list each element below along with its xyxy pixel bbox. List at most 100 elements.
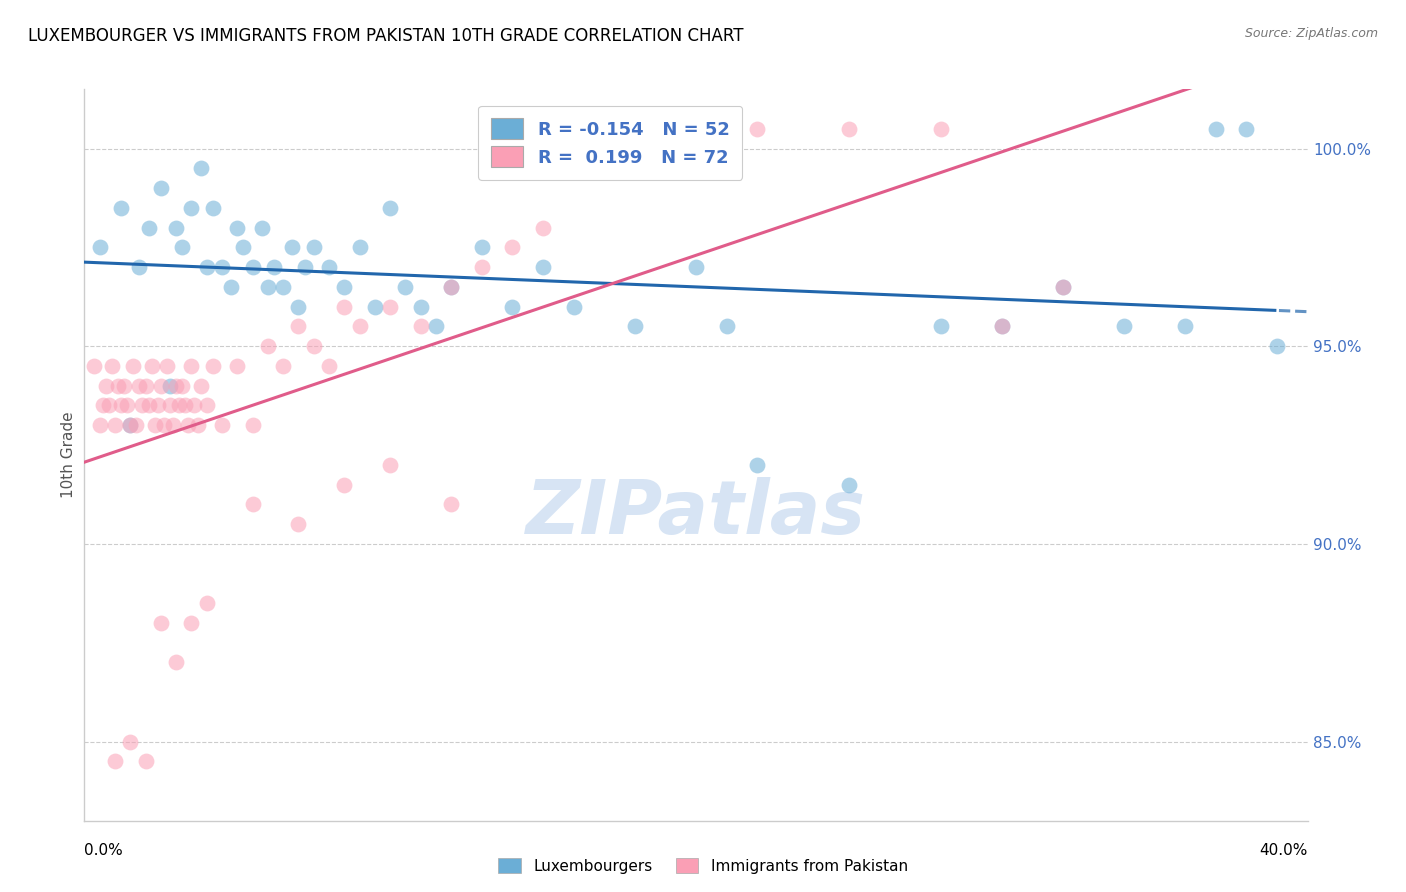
Point — [716, 319, 738, 334]
Point — [471, 240, 494, 254]
Point — [1052, 280, 1074, 294]
Point — [364, 300, 387, 314]
Text: LUXEMBOURGER VS IMMIGRANTS FROM PAKISTAN 10TH GRADE CORRELATION CHART: LUXEMBOURGER VS IMMIGRANTS FROM PAKISTAN… — [28, 27, 744, 45]
Point — [177, 418, 200, 433]
Text: ZIPatlas: ZIPatlas — [526, 477, 866, 550]
Point — [101, 359, 124, 373]
Point — [97, 399, 120, 413]
Point — [287, 517, 309, 532]
Point — [183, 399, 205, 413]
Point — [531, 260, 554, 274]
Point — [131, 399, 153, 413]
Y-axis label: 10th Grade: 10th Grade — [60, 411, 76, 499]
Point — [83, 359, 105, 373]
Legend: R = -0.154   N = 52, R =  0.199   N = 72: R = -0.154 N = 52, R = 0.199 N = 72 — [478, 105, 742, 180]
Point — [440, 280, 463, 294]
Point — [471, 260, 494, 274]
Point — [165, 656, 187, 670]
Point — [112, 378, 135, 392]
Point — [104, 755, 127, 769]
Point — [195, 399, 218, 413]
Point — [107, 378, 129, 392]
Point — [380, 300, 402, 314]
Point — [226, 220, 249, 235]
Point — [125, 418, 148, 433]
Point — [195, 260, 218, 274]
Point — [1114, 319, 1136, 334]
Point — [159, 399, 181, 413]
Point — [394, 280, 416, 294]
Point — [89, 418, 111, 433]
Point — [110, 399, 132, 413]
Point — [333, 280, 356, 294]
Point — [180, 201, 202, 215]
Point — [120, 734, 142, 748]
Point — [172, 240, 194, 254]
Point — [991, 319, 1014, 334]
Point — [143, 418, 166, 433]
Point — [180, 615, 202, 630]
Point — [1236, 121, 1258, 136]
Point — [128, 260, 150, 274]
Point — [593, 161, 616, 176]
Point — [333, 477, 356, 491]
Point — [294, 260, 316, 274]
Point — [120, 418, 142, 433]
Point — [226, 359, 249, 373]
Point — [302, 339, 325, 353]
Point — [318, 260, 340, 274]
Point — [440, 497, 463, 511]
Point — [156, 359, 179, 373]
Point — [747, 121, 769, 136]
Point — [211, 260, 233, 274]
Point — [838, 121, 860, 136]
Point — [104, 418, 127, 433]
Point — [141, 359, 163, 373]
Point — [1265, 339, 1288, 353]
Point — [929, 319, 952, 334]
Point — [1174, 319, 1197, 334]
Point — [302, 240, 325, 254]
Text: 0.0%: 0.0% — [84, 843, 124, 857]
Point — [242, 418, 264, 433]
Point — [349, 319, 371, 334]
Point — [91, 399, 114, 413]
Point — [149, 181, 172, 195]
Point — [94, 378, 117, 392]
Point — [562, 300, 585, 314]
Point — [195, 596, 218, 610]
Point — [502, 240, 524, 254]
Point — [531, 220, 554, 235]
Point — [250, 220, 273, 235]
Point — [159, 378, 181, 392]
Point — [263, 260, 285, 274]
Point — [929, 121, 952, 136]
Point — [333, 300, 356, 314]
Point — [89, 240, 111, 254]
Point — [318, 359, 340, 373]
Point — [242, 497, 264, 511]
Point — [409, 300, 432, 314]
Point — [654, 121, 676, 136]
Point — [1205, 121, 1227, 136]
Point — [146, 399, 169, 413]
Point — [165, 378, 187, 392]
Point — [685, 260, 707, 274]
Point — [201, 359, 224, 373]
Point — [747, 458, 769, 472]
Point — [128, 378, 150, 392]
Point — [838, 477, 860, 491]
Point — [502, 300, 524, 314]
Point — [257, 280, 280, 294]
Point — [991, 319, 1014, 334]
Point — [122, 359, 145, 373]
Point — [149, 378, 172, 392]
Point — [287, 319, 309, 334]
Point — [380, 458, 402, 472]
Point — [172, 378, 194, 392]
Point — [153, 418, 176, 433]
Point — [174, 399, 197, 413]
Point — [624, 319, 647, 334]
Point — [257, 339, 280, 353]
Point — [1052, 280, 1074, 294]
